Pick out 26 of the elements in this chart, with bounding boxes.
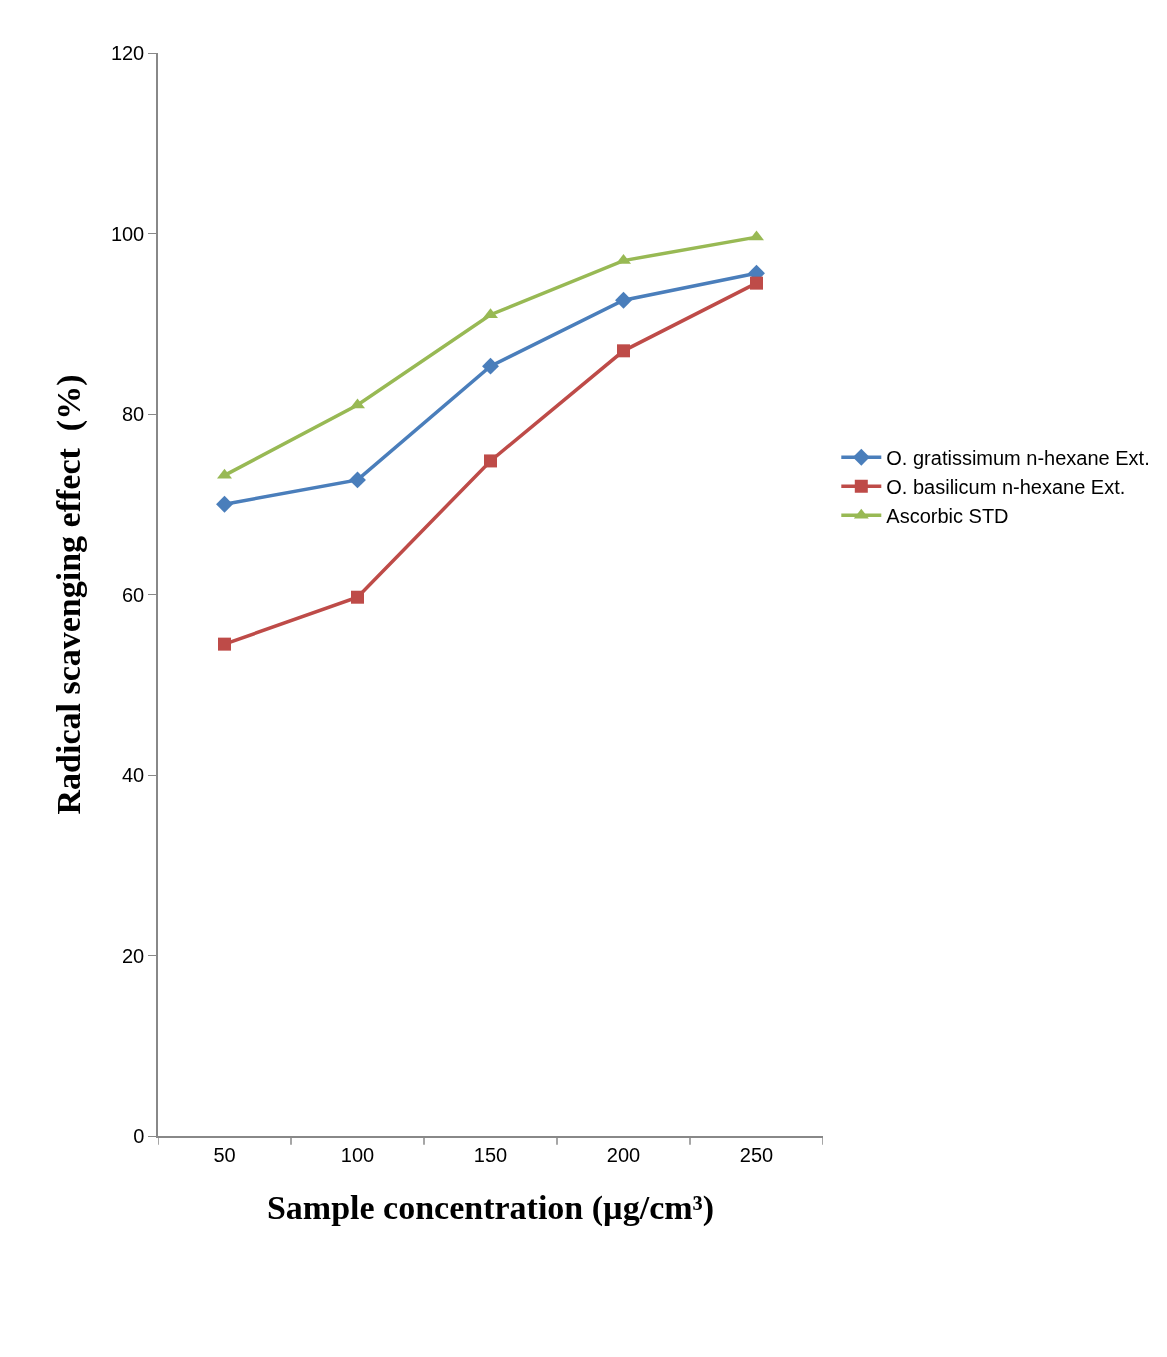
- point: [218, 637, 231, 651]
- y-tick-label: 0: [133, 1125, 145, 1147]
- x-tick-label: 100: [340, 1143, 375, 1166]
- x-tick-label: 200: [606, 1143, 641, 1166]
- y-tick-label: 100: [110, 222, 145, 245]
- legend-label: Ascorbic STD: [886, 505, 1009, 527]
- y-tick-label: 80: [122, 403, 145, 425]
- point: [351, 590, 364, 604]
- x-tick-label: 50: [213, 1143, 236, 1166]
- legend-label: O. gratissimum n-hexane Ext.: [886, 447, 1150, 469]
- point: [615, 291, 632, 309]
- x-tick-label: 250: [739, 1143, 774, 1166]
- point: [617, 344, 630, 358]
- x-axis-title: Sample concentration (µg/cm³): [266, 1188, 715, 1227]
- y-tick-label: 120: [110, 42, 145, 64]
- x-tick-label: 150: [473, 1143, 508, 1166]
- point: [750, 276, 763, 290]
- point: [482, 357, 499, 375]
- y-axis-title: Radical scavenging effect (%): [49, 374, 88, 815]
- point: [216, 495, 233, 513]
- legend-label: O. basilicum n-hexane Ext.: [886, 476, 1126, 498]
- y-tick-label: 40: [122, 764, 145, 786]
- y-tick-label: 20: [122, 944, 145, 967]
- y-tick-label: 60: [122, 583, 145, 606]
- point: [484, 454, 497, 468]
- point: [349, 471, 366, 489]
